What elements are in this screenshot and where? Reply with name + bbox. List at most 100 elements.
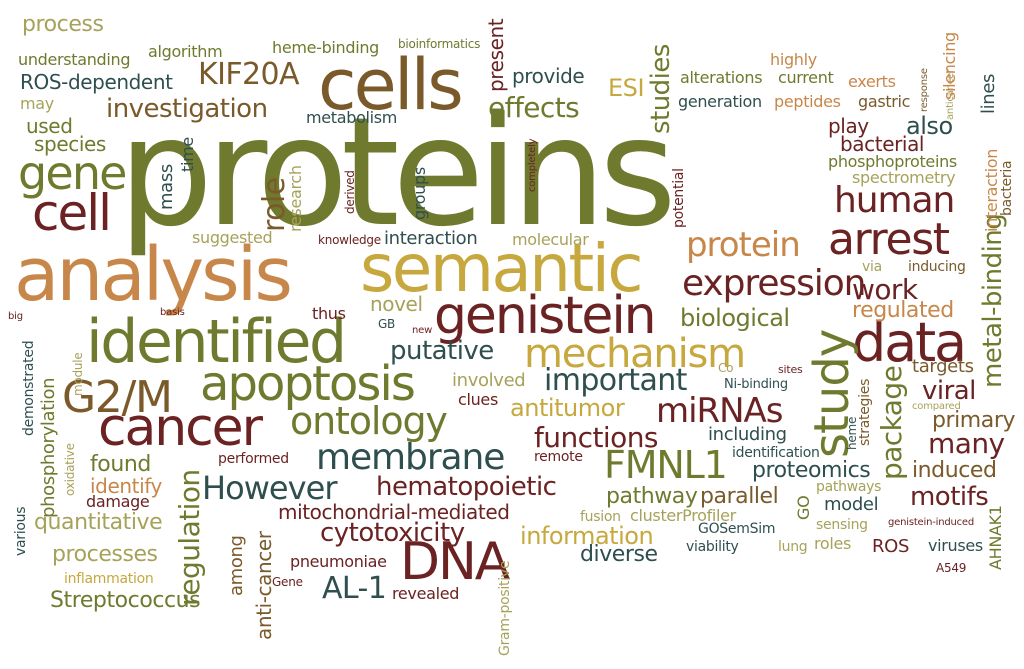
word-al1: AL-1 [322,571,387,606]
word-time: time [178,137,197,172]
word-lines: lines [978,73,999,114]
word-demonstrated: demonstrated [21,340,37,436]
word-ahnak1: AHNAK1 [986,505,1005,570]
word-cancer: cancer [98,398,263,458]
word-genistein: genistein [434,286,657,346]
word-generation: generation [678,92,762,111]
word-functions: functions [534,421,658,454]
word-identification: identification [732,445,820,461]
word-novel: novel [370,292,423,316]
word-primary: primary [932,408,1016,433]
word-putative: putative [390,336,494,366]
word-ni-binding: Ni-binding [724,377,788,392]
word-diverse: diverse [580,542,658,567]
word-potential: potential [671,168,687,228]
word-alterations: alterations [680,68,763,87]
word-fmnl1: FMNL1 [604,443,728,487]
word-among: among [226,535,247,596]
word-clusterprofiler: clusterProfiler [630,506,736,525]
word-streptococcus: Streptococcus [50,588,201,613]
word-new: new [412,325,433,336]
word-cytotoxicity: cytotoxicity [320,518,465,548]
word-mitochondrial: mitochondrial-mediated [278,500,510,524]
word-suggested: suggested [192,228,273,247]
word-gosemsim: GOSemSim [698,521,776,537]
word-work: work [852,273,918,306]
word-apoptosis: apoptosis [200,356,416,412]
word-including: including [708,424,787,445]
word-bacteria: bacteria [999,160,1015,216]
word-molecular: molecular [512,230,589,249]
word-understanding: understanding [18,50,131,69]
word-pathways: pathways [816,479,882,495]
word-inducing: inducing [908,259,966,275]
word-metal-binding: metal-binding [978,213,1008,388]
word-heme-binding: heme-binding [272,38,379,57]
word-many: many [928,427,1005,460]
word-mechanism: mechanism [524,331,746,377]
word-gb: GB [378,317,396,331]
word-ontology: ontology [290,399,448,443]
word-compared: compared [912,401,961,412]
word-membrane: membrane [316,437,505,478]
word-regulated: regulated [852,298,954,323]
word-important: important [544,363,687,398]
word-arrest: arrest [828,214,950,265]
word-thus: thus [312,304,346,323]
word-effects: effects [488,91,580,124]
word-involved: involved [452,370,526,391]
word-information: information [520,522,654,550]
word-bacterial: bacterial [840,132,925,156]
word-roles: roles [814,534,852,553]
word-module: module [71,352,85,396]
word-clues: clues [458,390,498,409]
word-sites: sites [778,363,803,376]
word-cell: cell [32,184,112,242]
word-cells: cells [318,44,464,126]
word-metabolism: metabolism [306,108,398,127]
word-esi: ESI [608,74,645,102]
word-response: response [919,68,930,112]
word-a549: A549 [936,561,967,575]
word-interaction: interaction [384,228,478,249]
word-source: source [126,160,145,212]
word-remote: remote [534,449,583,465]
word-investigation: investigation [106,94,268,124]
word-various: various [13,506,29,556]
word-may: may [20,94,54,113]
word-present: present [484,18,508,92]
word-found: found [90,452,151,477]
word-groups: groups [410,167,429,220]
word-strategies: strategies [857,378,873,446]
word-phosphoproteins: phosphoproteins [828,152,957,171]
word-co: Co [718,361,734,375]
word-genistein-induced: genistein-induced [888,517,975,528]
word-via: via [862,259,882,275]
word-viruses: viruses [928,536,983,555]
word-parallel: parallel [700,484,779,509]
word-quantitative: quantitative [34,510,163,535]
word-gastric: gastric [858,92,911,111]
word-completely: completely [527,138,538,192]
word-current: current [778,68,834,87]
word-motifs: motifs [910,482,989,512]
word-induced: induced [912,458,997,483]
word-research: research [286,165,305,232]
word-revealed: revealed [392,584,460,603]
word-used: used [26,114,73,138]
word-highly: highly [770,50,817,69]
word-silencing: silencing [940,32,959,100]
word-also: also [906,112,953,140]
word-proteins: proteins [118,86,677,260]
word-pathway: pathway [606,484,698,509]
word-semantic: semantic [360,230,644,307]
word-identify: identify [90,474,162,498]
word-analysis: analysis [14,232,293,318]
word-phosphorylation: phosphorylation [38,377,59,518]
word-biological: biological [680,304,790,332]
word-however: However [202,469,338,507]
word-process: process [22,12,104,37]
word-targets: targets [912,356,974,377]
word-kif20a: KIF20A [198,57,299,92]
